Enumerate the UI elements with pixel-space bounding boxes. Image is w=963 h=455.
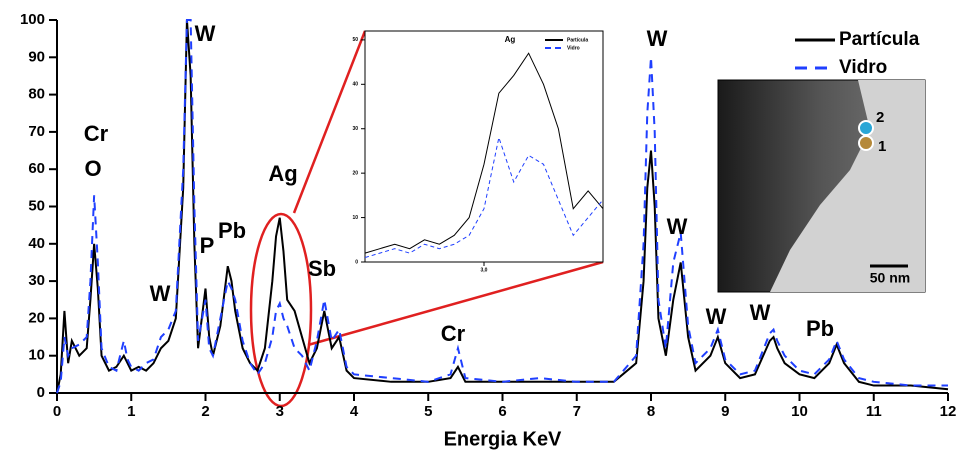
x-tick-label: 12	[940, 403, 957, 420]
y-tick-label: 30	[352, 126, 358, 132]
y-tick-label: 50	[28, 197, 45, 214]
point-1	[858, 135, 874, 151]
x-tick-label: 10	[791, 403, 808, 420]
series-line	[364, 52, 604, 254]
x-tick-label: 2	[201, 403, 209, 420]
point-label: 2	[876, 109, 884, 126]
x-tick-label: 1	[127, 403, 135, 420]
x-tick-label: 7	[573, 403, 581, 420]
x-tick-label: 3,0	[481, 267, 488, 273]
legend-label: Partícula	[567, 37, 588, 43]
scale-label: 50 nm	[870, 270, 910, 286]
y-tick-label: 0	[37, 384, 45, 401]
y-tick-label: 100	[20, 11, 45, 28]
peak-label: W	[195, 21, 216, 46]
y-tick-label: 80	[28, 86, 45, 103]
series-line	[56, 19, 948, 394]
zoom-line	[292, 30, 367, 214]
x-tick-label: 5	[424, 403, 432, 420]
peak-label: Ag	[268, 161, 297, 186]
y-tick-label: 20	[28, 309, 45, 326]
x-tick-label: 4	[350, 403, 359, 420]
x-axis-label: Energia KeV	[444, 428, 562, 450]
x-tick-label: 8	[647, 403, 655, 420]
x-tick-label: 6	[498, 403, 506, 420]
series-line	[364, 135, 604, 259]
peak-label: W	[150, 281, 171, 306]
legend-label: Vidro	[567, 45, 580, 51]
sem-image: 2 1 50 nm	[717, 79, 926, 293]
y-tick-label: 50	[352, 37, 358, 43]
peak-label: W	[647, 26, 668, 51]
peak-label: P	[200, 233, 215, 258]
point-label: 1	[878, 138, 886, 155]
peak-label: Cr	[84, 121, 109, 146]
x-tick-label: 9	[721, 403, 729, 420]
peak-label: W	[706, 304, 727, 329]
peak-label: Pb	[806, 316, 834, 341]
y-tick-label: 10	[28, 347, 45, 364]
peak-label: Sb	[308, 256, 336, 281]
legend-label: Vidro	[839, 57, 887, 78]
peak-label: Cr	[441, 321, 466, 346]
y-tick-label: 20	[352, 170, 358, 176]
series-line	[56, 19, 949, 394]
legend-label: Partícula	[839, 29, 920, 50]
zoom-line	[307, 260, 604, 347]
x-tick-label: 3	[276, 403, 284, 420]
peak-label: O	[84, 156, 101, 181]
point-2	[858, 120, 874, 136]
x-tick-label: 11	[866, 403, 882, 420]
y-tick-label: 60	[28, 160, 45, 177]
x-tick-label: 0	[53, 403, 61, 420]
y-tick-label: 10	[352, 215, 358, 221]
peak-label: Pb	[218, 218, 246, 243]
inset-frame	[364, 30, 604, 263]
y-tick-label: 70	[28, 123, 45, 140]
inset-title: Ag	[505, 35, 516, 44]
zoom-ellipse	[249, 212, 313, 408]
y-tick-label: 0	[355, 259, 358, 265]
y-tick-label: 40	[352, 82, 358, 88]
y-tick-label: 40	[28, 235, 45, 252]
peak-label: W	[667, 214, 688, 239]
sem-glass	[770, 80, 925, 292]
y-tick-label: 90	[28, 48, 45, 65]
y-tick-label: 30	[28, 272, 45, 289]
peak-label: W	[750, 300, 771, 325]
